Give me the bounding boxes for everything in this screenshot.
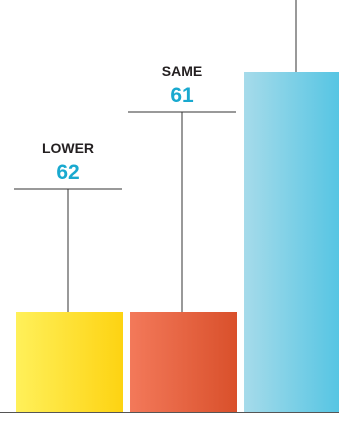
bars-layer [16, 72, 339, 412]
bar-third [244, 72, 339, 412]
leader-lines-layer [14, 0, 297, 312]
bar-lower [16, 312, 123, 412]
category-label: LOWER [42, 140, 94, 156]
value-label: 62 [56, 161, 79, 184]
value-label: 61 [170, 84, 194, 107]
bar-same [130, 312, 237, 412]
labels-layer: LOWER 62 SAME 61 [42, 63, 202, 184]
category-label: SAME [162, 63, 202, 79]
